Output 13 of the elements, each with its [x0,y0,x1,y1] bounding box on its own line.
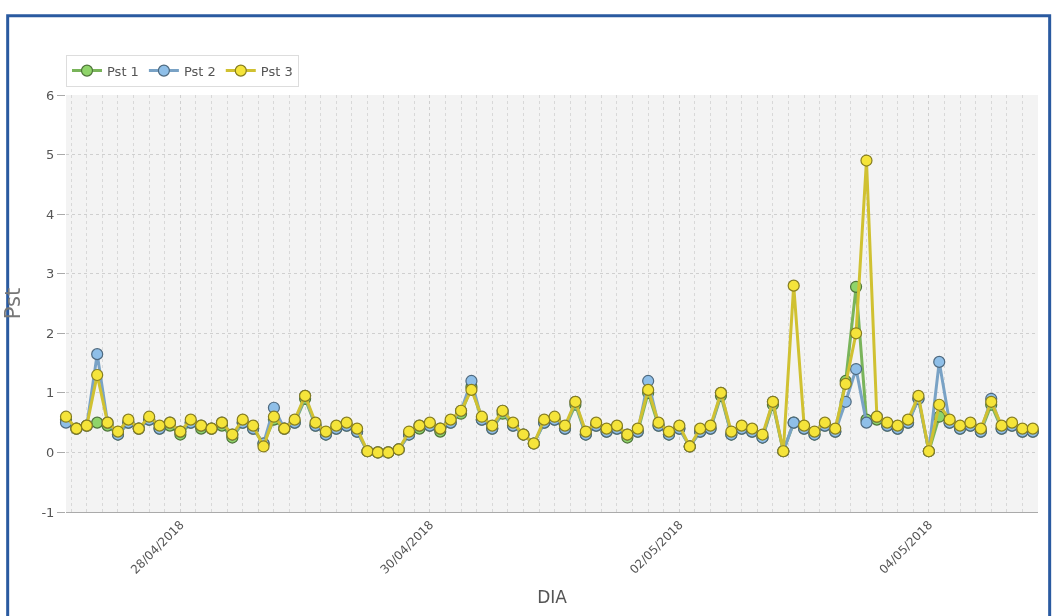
legend-label: Pst 1 [107,63,139,79]
y-tick-label: 5 [46,147,55,163]
x-axis-title: DIA [537,587,568,608]
y-tick-label: 4 [46,206,55,222]
legend-label: Pst 2 [183,63,216,79]
y-tick-label: 1 [46,385,55,401]
y-tick-label: 2 [46,325,55,341]
legend-label: Pst 3 [260,63,293,79]
y-tick-label: 3 [46,266,55,282]
y-tick-label: 0 [46,444,55,460]
y-tick-label: 6 [46,87,55,103]
y-tick-label: -1 [41,504,55,520]
y-axis-title: Pst [0,287,25,320]
